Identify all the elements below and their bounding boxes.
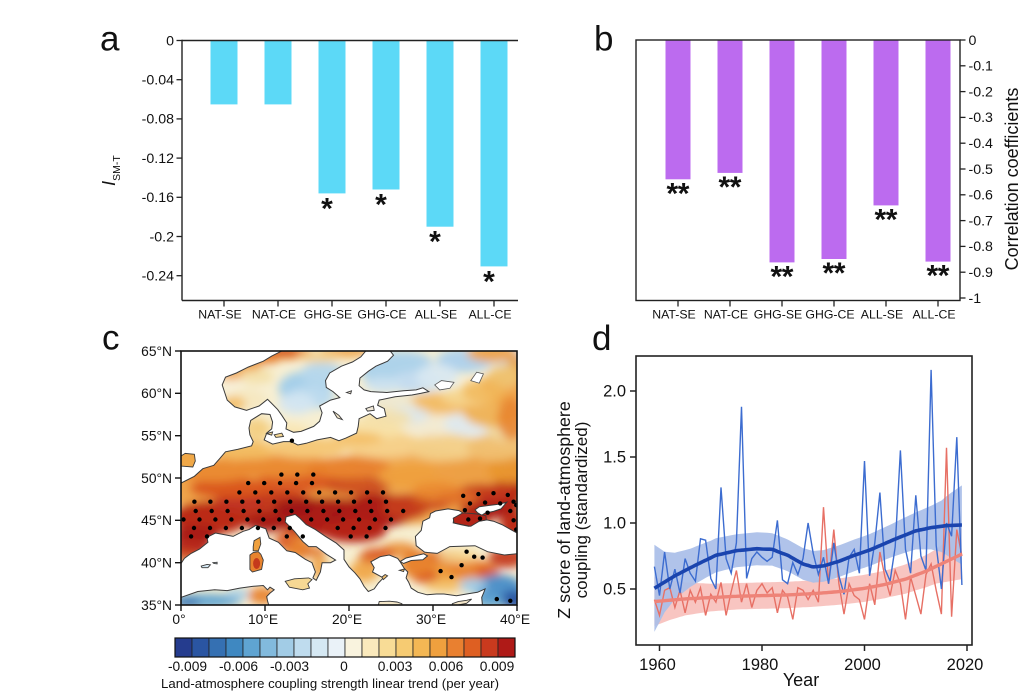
svg-text:b: b bbox=[594, 20, 613, 59]
svg-text:*: * bbox=[730, 171, 742, 204]
svg-text:*: * bbox=[886, 203, 898, 236]
svg-text:-0.16: -0.16 bbox=[142, 190, 174, 206]
svg-text:55°N: 55°N bbox=[141, 429, 172, 444]
svg-text:-0.009: -0.009 bbox=[168, 659, 207, 674]
svg-text:*: * bbox=[938, 260, 950, 293]
svg-text:0°: 0° bbox=[172, 612, 185, 627]
svg-text:-0.6: -0.6 bbox=[969, 188, 994, 204]
svg-text:2.0: 2.0 bbox=[603, 383, 626, 401]
svg-text:*: * bbox=[321, 192, 333, 225]
svg-text:NAT-SE: NAT-SE bbox=[652, 308, 696, 322]
svg-text:0.003: 0.003 bbox=[378, 659, 413, 674]
svg-text:Year: Year bbox=[783, 670, 819, 690]
svg-text:coupling (standardized): coupling (standardized) bbox=[572, 422, 591, 599]
svg-text:*: * bbox=[834, 257, 846, 290]
svg-text:c: c bbox=[102, 319, 120, 358]
svg-text:*: * bbox=[782, 260, 794, 293]
svg-text:0.5: 0.5 bbox=[603, 581, 626, 599]
svg-text:ALL-CE: ALL-CE bbox=[468, 308, 511, 322]
svg-text:d: d bbox=[592, 319, 611, 358]
svg-text:ALL-SE: ALL-SE bbox=[415, 308, 457, 322]
svg-text:0: 0 bbox=[969, 33, 977, 49]
svg-text:-0.7: -0.7 bbox=[969, 213, 994, 229]
svg-text:1.0: 1.0 bbox=[603, 515, 626, 533]
svg-text:-0.2: -0.2 bbox=[969, 84, 994, 100]
svg-text:-0.5: -0.5 bbox=[969, 162, 994, 178]
svg-text:*: * bbox=[375, 189, 387, 222]
svg-text:*: * bbox=[771, 260, 783, 293]
svg-text:a: a bbox=[100, 20, 120, 59]
svg-text:1960: 1960 bbox=[639, 656, 676, 674]
svg-text:Correlation coefficients: Correlation coefficients bbox=[1002, 88, 1022, 271]
svg-text:*: * bbox=[429, 226, 441, 259]
svg-text:NAT-SE: NAT-SE bbox=[198, 308, 242, 322]
svg-text:-0.4: -0.4 bbox=[969, 136, 994, 152]
svg-text:0.009: 0.009 bbox=[480, 659, 515, 674]
svg-text:GHG-SE: GHG-SE bbox=[304, 308, 353, 322]
svg-text:1.5: 1.5 bbox=[603, 449, 626, 467]
svg-text:-0.2: -0.2 bbox=[150, 229, 175, 245]
svg-text:45°N: 45°N bbox=[141, 513, 172, 528]
svg-text:*: * bbox=[823, 257, 835, 290]
svg-text:-0.04: -0.04 bbox=[142, 73, 174, 89]
svg-text:30°E: 30°E bbox=[416, 612, 446, 627]
svg-text:-0.08: -0.08 bbox=[142, 112, 174, 128]
svg-text:2020: 2020 bbox=[947, 656, 984, 674]
svg-text:1980: 1980 bbox=[742, 656, 779, 674]
svg-text:Land-atmosphere coupling stren: Land-atmosphere coupling strength linear… bbox=[161, 676, 499, 691]
svg-text:-0.9: -0.9 bbox=[969, 265, 994, 281]
svg-text:ALL-CE: ALL-CE bbox=[912, 308, 955, 322]
svg-text:Z score of land-atmosphere: Z score of land-atmosphere bbox=[554, 401, 574, 619]
svg-text:20°E: 20°E bbox=[332, 612, 362, 627]
svg-text:GHG-CE: GHG-CE bbox=[357, 308, 406, 322]
svg-text:40°E: 40°E bbox=[500, 612, 530, 627]
svg-text:*: * bbox=[483, 265, 495, 298]
svg-text:*: * bbox=[875, 203, 887, 236]
svg-text:-1: -1 bbox=[969, 291, 982, 307]
svg-text:*: * bbox=[667, 177, 679, 210]
svg-text:*: * bbox=[678, 177, 690, 210]
svg-text:65°N: 65°N bbox=[141, 344, 172, 359]
svg-text:-0.8: -0.8 bbox=[969, 239, 994, 255]
svg-text:*: * bbox=[719, 171, 731, 204]
svg-text:NAT-CE: NAT-CE bbox=[704, 308, 748, 322]
svg-text:0.006: 0.006 bbox=[429, 659, 464, 674]
svg-text:0: 0 bbox=[340, 659, 348, 674]
svg-text:GHG-SE: GHG-SE bbox=[754, 308, 803, 322]
svg-text:0: 0 bbox=[166, 33, 174, 49]
svg-text:35°N: 35°N bbox=[141, 598, 172, 613]
svg-text:-0.12: -0.12 bbox=[142, 151, 174, 167]
svg-text:2000: 2000 bbox=[844, 656, 881, 674]
svg-text:GHG-CE: GHG-CE bbox=[805, 308, 854, 322]
svg-text:-0.006: -0.006 bbox=[219, 659, 258, 674]
svg-text:ALL-SE: ALL-SE bbox=[861, 308, 903, 322]
svg-text:-0.003: -0.003 bbox=[270, 659, 309, 674]
svg-text:-0.1: -0.1 bbox=[969, 59, 994, 75]
svg-text:50°N: 50°N bbox=[141, 471, 172, 486]
svg-text:40°N: 40°N bbox=[141, 556, 172, 571]
svg-text:10°E: 10°E bbox=[248, 612, 278, 627]
svg-text:-0.24: -0.24 bbox=[142, 269, 174, 285]
svg-text:NAT-CE: NAT-CE bbox=[252, 308, 296, 322]
svg-text:*: * bbox=[927, 260, 939, 293]
svg-text:60°N: 60°N bbox=[141, 386, 172, 401]
svg-text:-0.3: -0.3 bbox=[969, 110, 994, 126]
